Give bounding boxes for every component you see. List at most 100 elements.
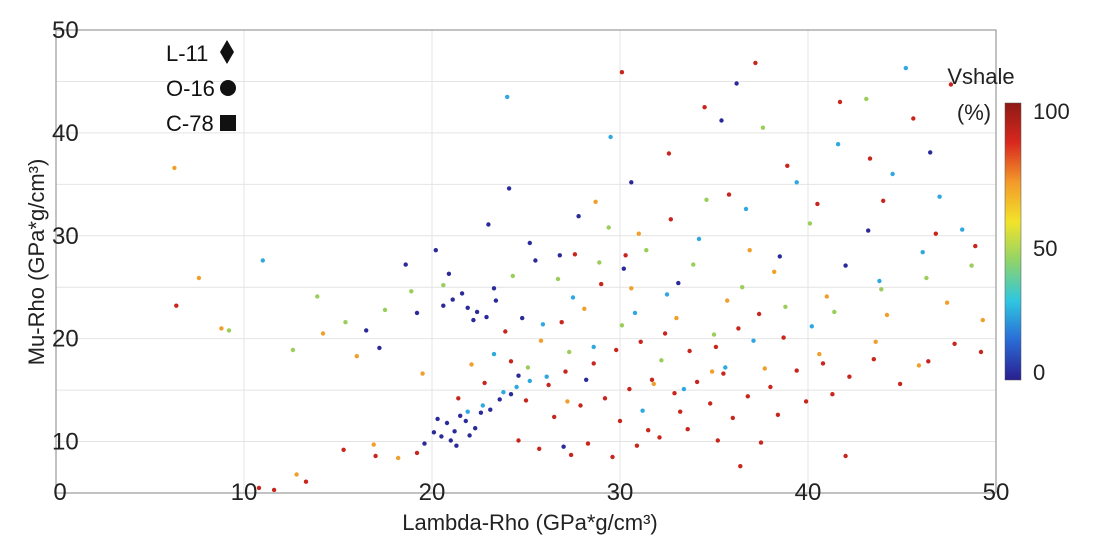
data-point — [450, 297, 455, 302]
data-point — [584, 377, 589, 382]
data-point — [565, 399, 570, 404]
data-point — [446, 271, 452, 276]
data-point — [719, 118, 724, 123]
data-point — [708, 401, 713, 406]
data-point — [926, 359, 931, 364]
data-point — [694, 379, 700, 385]
data-point — [546, 382, 551, 388]
data-point — [743, 206, 749, 212]
data-point — [644, 248, 649, 253]
data-point — [555, 276, 561, 282]
data-point — [585, 441, 591, 446]
y-tick-label: 20 — [52, 326, 79, 353]
data-point — [884, 312, 890, 318]
data-point — [948, 82, 954, 87]
data-point — [567, 349, 572, 355]
data-point — [508, 392, 514, 397]
data-point — [219, 326, 224, 331]
data-point — [666, 151, 672, 156]
data-point — [681, 386, 687, 392]
data-point — [674, 315, 679, 321]
data-point — [377, 345, 382, 351]
legend-label-o16: O-16 — [166, 76, 215, 101]
data-point — [678, 409, 683, 414]
data-point — [403, 262, 408, 267]
data-point — [409, 289, 414, 294]
data-point — [734, 81, 739, 86]
data-point — [619, 323, 625, 328]
data-point — [557, 253, 562, 258]
data-point — [610, 454, 615, 460]
data-point — [570, 295, 576, 300]
data-point — [843, 453, 848, 459]
data-point — [433, 248, 438, 253]
data-point — [726, 192, 732, 197]
data-point — [473, 426, 478, 431]
data-point — [890, 171, 895, 177]
data-point — [659, 358, 664, 363]
data-point — [354, 354, 359, 359]
data-point — [491, 351, 497, 357]
data-point — [621, 266, 626, 271]
data-point — [303, 479, 309, 484]
data-point — [785, 163, 790, 168]
data-point — [794, 180, 799, 185]
data-point — [435, 416, 440, 422]
data-point — [685, 427, 690, 432]
data-point — [469, 362, 474, 367]
data-point — [563, 369, 568, 374]
data-point — [973, 243, 978, 249]
data-point — [544, 374, 549, 379]
legend: L-11 O-16 C-78 — [166, 40, 236, 136]
data-point — [617, 418, 623, 424]
data-point — [830, 392, 835, 397]
data-point — [508, 359, 514, 364]
data-point — [614, 347, 619, 353]
x-tick-label: 40 — [795, 479, 822, 506]
y-tick-label: 30 — [52, 223, 79, 250]
data-point — [619, 70, 625, 75]
data-point — [756, 311, 762, 317]
data-point — [454, 443, 459, 448]
data-point — [651, 381, 656, 387]
data-point — [702, 105, 707, 110]
data-point — [174, 303, 179, 308]
data-point — [824, 294, 829, 299]
data-point — [364, 328, 369, 333]
data-point — [525, 365, 531, 370]
plot-background — [56, 30, 996, 493]
colorbar-unit: (%) — [957, 100, 991, 125]
data-point — [758, 440, 764, 445]
data-point — [493, 298, 499, 303]
data-point — [606, 225, 611, 230]
data-point — [465, 305, 470, 310]
legend-label-l11: L-11 — [166, 41, 208, 66]
data-point — [664, 292, 670, 297]
data-point — [691, 262, 696, 267]
data-point — [414, 310, 420, 316]
data-point — [881, 198, 886, 203]
data-point — [463, 418, 468, 424]
data-point — [559, 320, 564, 325]
data-point — [480, 403, 485, 408]
data-point — [657, 435, 662, 440]
data-point — [903, 65, 908, 71]
data-point — [271, 487, 277, 493]
data-point — [928, 150, 933, 155]
data-point — [632, 310, 638, 316]
data-point — [775, 412, 781, 417]
data-point — [516, 373, 521, 378]
data-point — [807, 221, 813, 226]
data-point — [320, 331, 326, 336]
data-point — [781, 335, 786, 340]
data-point — [871, 357, 876, 362]
data-point — [482, 380, 487, 386]
data-point — [709, 369, 715, 374]
x-tick-label: 10 — [231, 479, 258, 506]
data-point — [172, 165, 177, 171]
data-point — [290, 347, 296, 353]
data-point — [747, 248, 752, 253]
data-point — [809, 324, 814, 329]
data-point — [740, 285, 745, 290]
data-point — [725, 298, 730, 303]
